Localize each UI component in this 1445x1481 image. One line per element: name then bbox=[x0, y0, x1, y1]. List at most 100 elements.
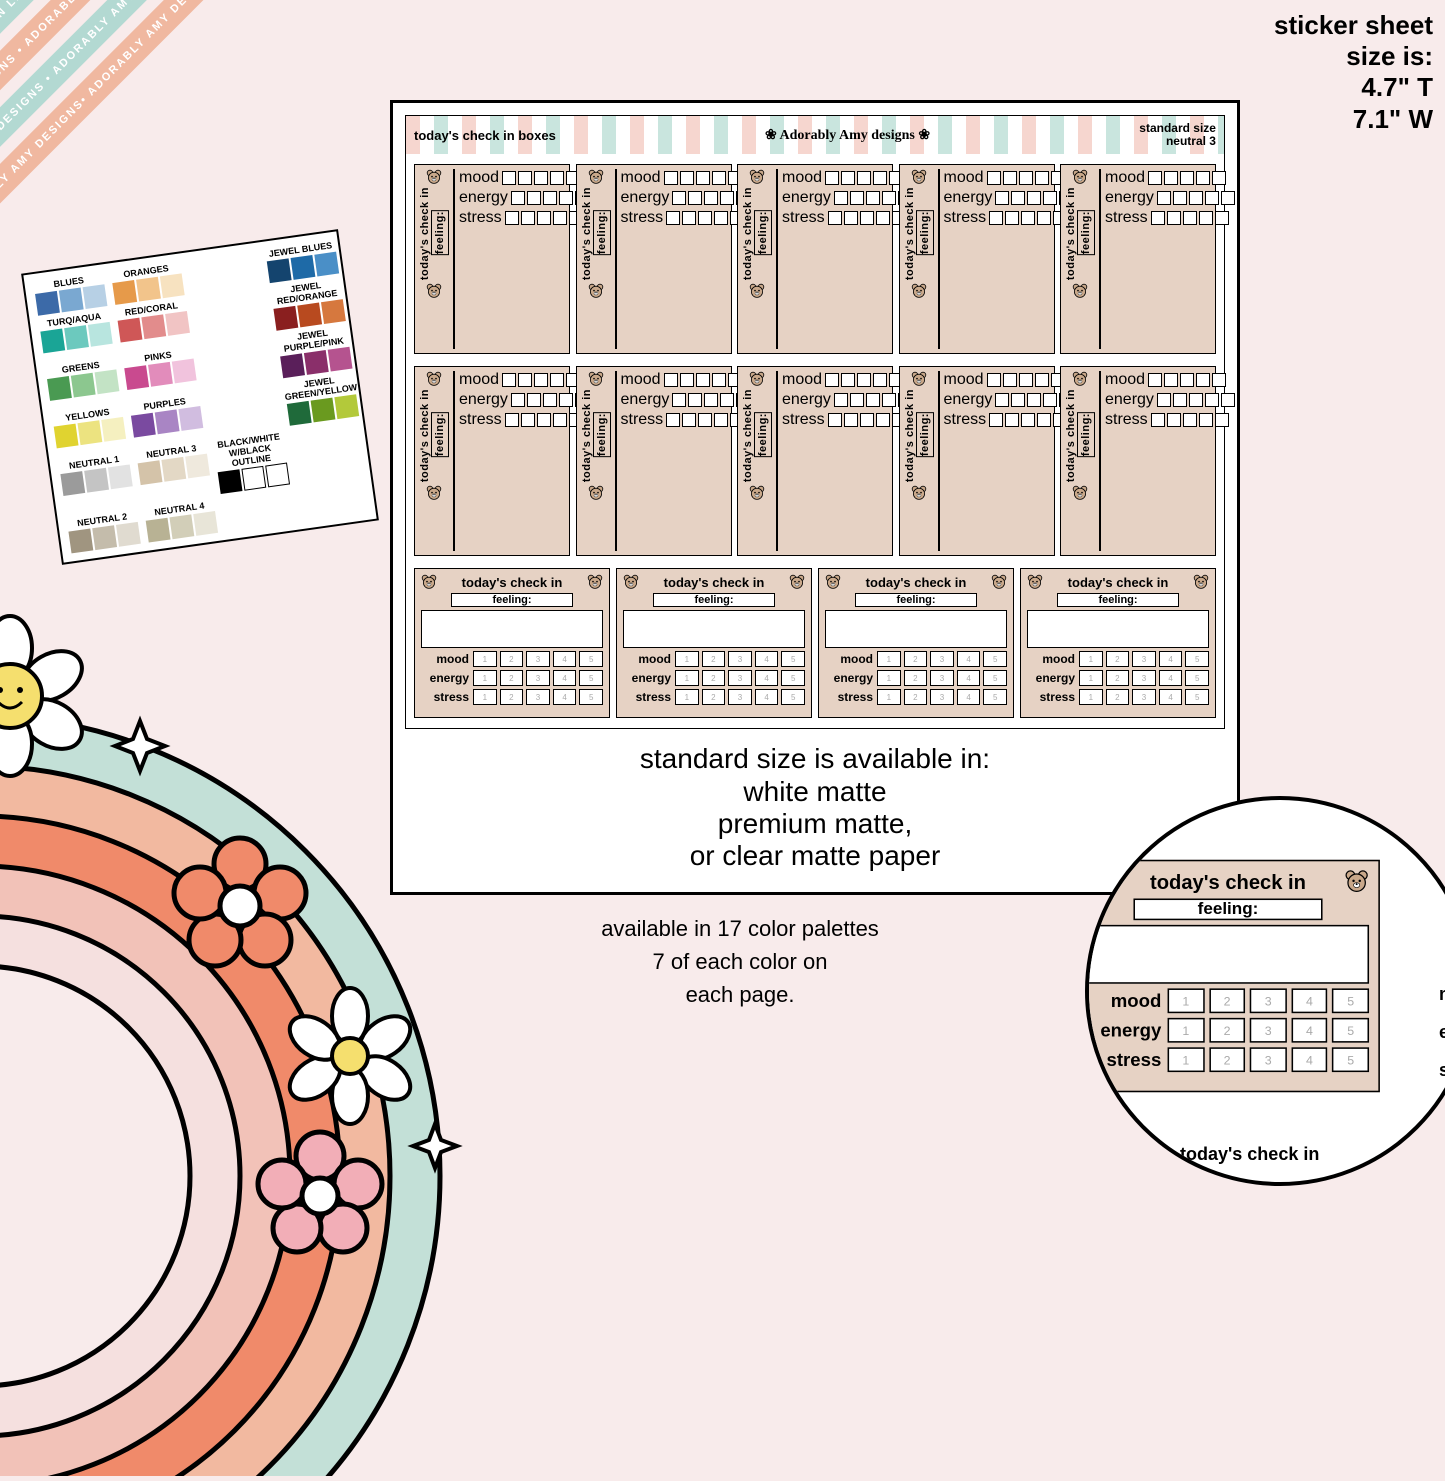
sheet-row-2: today's check infeeling:moodenergystress… bbox=[414, 366, 1216, 556]
bear-icon bbox=[588, 283, 604, 299]
row-label-mood: mood bbox=[1105, 169, 1145, 187]
bear-icon bbox=[426, 283, 442, 299]
rating-box bbox=[559, 191, 573, 205]
rating-box bbox=[1037, 413, 1051, 427]
sheet-header-center: ❀ Adorably Amy designs ❀ bbox=[765, 127, 930, 144]
rating-grid: 12345 bbox=[1168, 988, 1370, 1013]
bear-icon bbox=[1193, 574, 1209, 590]
rating-box bbox=[987, 171, 1001, 185]
bear-icon bbox=[749, 169, 765, 185]
rating-box bbox=[1215, 211, 1229, 225]
rating-box bbox=[518, 373, 532, 387]
checkin-card-vertical: today's check infeeling:moodenergystress bbox=[737, 164, 893, 354]
feeling-label: feeling: bbox=[754, 210, 772, 255]
rating-box bbox=[1212, 171, 1226, 185]
rating-box bbox=[1157, 393, 1171, 407]
rating-box bbox=[882, 191, 896, 205]
rating-box bbox=[1215, 413, 1229, 427]
rating-box bbox=[550, 373, 564, 387]
rainbow-decoration bbox=[0, 576, 580, 1476]
rating-box: 5 bbox=[1332, 1018, 1369, 1043]
palette-grid: BLUESORANGESJEWEL BLUESTURQ/AQUARED/CORA… bbox=[32, 240, 367, 553]
rating-box: 4 bbox=[1291, 1018, 1328, 1043]
feeling-input-area bbox=[615, 169, 617, 349]
checkin-card-vertical: today's check infeeling:moodenergystress bbox=[576, 366, 732, 556]
bear-icon bbox=[426, 371, 442, 387]
zoom-circle: today's check infeeling:mood12345energy1… bbox=[1085, 796, 1445, 1186]
palette-swatch bbox=[118, 318, 143, 343]
checkin-card-horizontal: today's check infeeling:mood12345energy1… bbox=[1020, 568, 1216, 718]
rating-box bbox=[987, 373, 1001, 387]
row-label-energy: energy bbox=[944, 391, 993, 409]
sheet-header: today's check in boxes ❀ Adorably Amy de… bbox=[406, 116, 1224, 154]
rating-box bbox=[720, 393, 734, 407]
row-label-mood: mood bbox=[621, 169, 661, 187]
card-title: today's check infeeling: bbox=[742, 187, 772, 280]
rating-box bbox=[844, 211, 858, 225]
palette-swatch bbox=[92, 525, 117, 550]
card-title: today's check infeeling: bbox=[419, 187, 449, 280]
rating-box: 1 bbox=[877, 689, 901, 705]
palette-column: BLUES bbox=[32, 272, 108, 316]
bear-icon bbox=[623, 574, 639, 590]
palette-column: JEWEL PURPLE/PINK bbox=[276, 325, 353, 379]
row-label-energy: energy bbox=[1105, 189, 1154, 207]
rating-box: 5 bbox=[1332, 1047, 1369, 1072]
rating-box: 1 bbox=[675, 670, 699, 686]
rating-box bbox=[1199, 413, 1213, 427]
rating-box bbox=[1035, 373, 1049, 387]
rating-box bbox=[704, 191, 718, 205]
palette-swatch bbox=[334, 394, 359, 419]
rating-box bbox=[664, 171, 678, 185]
palette-column bbox=[199, 336, 276, 390]
rating-box: 1 bbox=[1079, 670, 1103, 686]
rating-box bbox=[1003, 373, 1017, 387]
rating-box bbox=[834, 393, 848, 407]
bear-icon bbox=[789, 574, 805, 590]
feeling-label: feeling: bbox=[1133, 899, 1322, 921]
rating-box bbox=[1027, 191, 1041, 205]
rating-box bbox=[989, 413, 1003, 427]
palette-swatch bbox=[68, 529, 93, 554]
rating-box: 5 bbox=[1185, 670, 1209, 686]
rating-box: 2 bbox=[702, 689, 726, 705]
rating-box bbox=[688, 393, 702, 407]
bear-icon bbox=[1027, 574, 1043, 590]
bear-icon bbox=[1072, 283, 1088, 299]
palette-swatch bbox=[136, 277, 161, 302]
rating-box bbox=[505, 211, 519, 225]
feeling-input-area bbox=[938, 169, 940, 349]
rating-box: 4 bbox=[957, 670, 981, 686]
rating-box bbox=[1167, 211, 1181, 225]
zoom-partial-bottom: today's check in bbox=[1180, 1144, 1319, 1165]
rating-box bbox=[1011, 393, 1025, 407]
rating-box bbox=[543, 191, 557, 205]
rating-box: 2 bbox=[1106, 689, 1130, 705]
rating-box bbox=[534, 373, 548, 387]
rating-grid: 12345 bbox=[675, 651, 805, 667]
palette-swatch bbox=[146, 518, 171, 543]
sheet-header-right: standard size neutral 3 bbox=[1139, 122, 1216, 148]
rating-grid: 12345 bbox=[675, 670, 805, 686]
rating-box bbox=[1037, 211, 1051, 225]
bear-icon bbox=[1087, 869, 1112, 894]
palette-swatch bbox=[328, 347, 353, 372]
rating-box: 3 bbox=[1250, 1018, 1287, 1043]
rating-box: 2 bbox=[904, 689, 928, 705]
palette-swatch bbox=[172, 359, 197, 384]
feeling-label: feeling: bbox=[1077, 412, 1095, 457]
rating-box: 3 bbox=[930, 689, 954, 705]
ribbon-peach-1: ADORABLY AMY DESIGNS • ADORABLY AMY DESI… bbox=[0, 0, 356, 229]
palette-swatch bbox=[88, 322, 113, 347]
row-label-energy: energy bbox=[621, 189, 670, 207]
row-label-mood: mood bbox=[1105, 371, 1145, 389]
row-label-energy: energy bbox=[459, 391, 508, 409]
rating-box bbox=[1157, 191, 1171, 205]
rating-box: 3 bbox=[1132, 670, 1156, 686]
rating-box bbox=[1183, 413, 1197, 427]
rating-box bbox=[1212, 373, 1226, 387]
rating-box bbox=[505, 413, 519, 427]
feeling-label: feeling: bbox=[916, 210, 934, 255]
palette-column: JEWEL RED/ORANGE bbox=[269, 277, 346, 331]
bear-icon bbox=[825, 574, 841, 590]
